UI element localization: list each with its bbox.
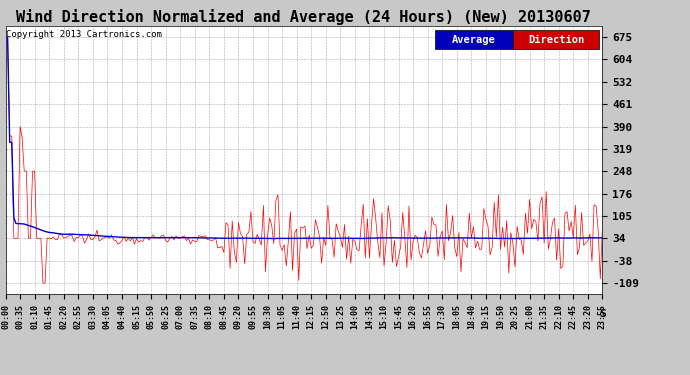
Text: Direction: Direction bbox=[528, 34, 584, 45]
FancyBboxPatch shape bbox=[513, 30, 600, 49]
Text: Copyright 2013 Cartronics.com: Copyright 2013 Cartronics.com bbox=[6, 30, 162, 39]
FancyBboxPatch shape bbox=[435, 30, 513, 49]
Text: Wind Direction Normalized and Average (24 Hours) (New) 20130607: Wind Direction Normalized and Average (2… bbox=[16, 9, 591, 26]
Text: Average: Average bbox=[452, 34, 496, 45]
Text: S: S bbox=[599, 309, 606, 319]
